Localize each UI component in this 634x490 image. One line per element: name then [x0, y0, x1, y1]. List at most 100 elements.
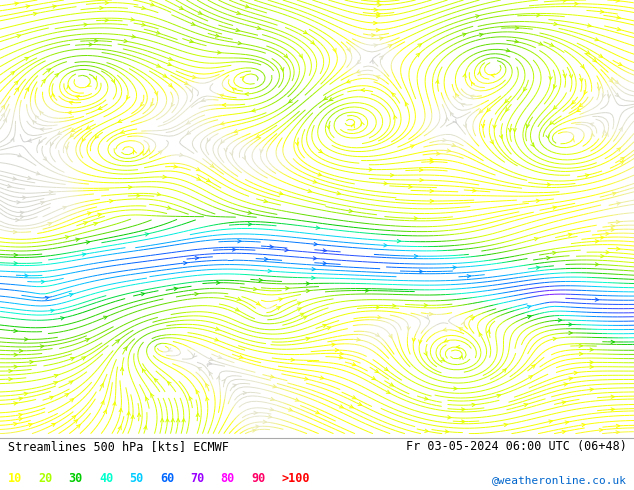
FancyArrowPatch shape	[138, 413, 141, 416]
FancyArrowPatch shape	[131, 415, 134, 418]
FancyArrowPatch shape	[454, 387, 457, 390]
FancyArrowPatch shape	[311, 41, 314, 44]
FancyArrowPatch shape	[271, 397, 274, 400]
FancyArrowPatch shape	[195, 293, 198, 295]
FancyArrowPatch shape	[141, 23, 145, 26]
FancyArrowPatch shape	[198, 11, 202, 14]
FancyArrowPatch shape	[17, 200, 20, 204]
FancyArrowPatch shape	[448, 416, 451, 419]
FancyArrowPatch shape	[595, 298, 598, 301]
FancyArrowPatch shape	[603, 130, 606, 133]
FancyArrowPatch shape	[352, 363, 356, 366]
FancyArrowPatch shape	[616, 424, 619, 428]
FancyArrowPatch shape	[120, 368, 124, 371]
FancyArrowPatch shape	[370, 60, 373, 64]
FancyArrowPatch shape	[391, 173, 394, 177]
FancyArrowPatch shape	[392, 304, 396, 307]
FancyArrowPatch shape	[506, 49, 510, 52]
FancyArrowPatch shape	[239, 355, 243, 358]
FancyArrowPatch shape	[444, 339, 448, 342]
FancyArrowPatch shape	[252, 109, 256, 112]
FancyArrowPatch shape	[68, 111, 72, 114]
FancyArrowPatch shape	[358, 402, 362, 405]
FancyArrowPatch shape	[398, 240, 401, 243]
FancyArrowPatch shape	[316, 411, 320, 414]
FancyArrowPatch shape	[617, 202, 620, 205]
FancyArrowPatch shape	[565, 421, 569, 424]
FancyArrowPatch shape	[42, 79, 45, 83]
FancyArrowPatch shape	[505, 99, 508, 103]
FancyArrowPatch shape	[119, 409, 122, 412]
FancyArrowPatch shape	[590, 361, 593, 364]
FancyArrowPatch shape	[163, 74, 167, 77]
FancyArrowPatch shape	[574, 371, 578, 374]
FancyArrowPatch shape	[163, 175, 166, 178]
FancyArrowPatch shape	[19, 397, 22, 400]
FancyArrowPatch shape	[446, 118, 449, 121]
FancyArrowPatch shape	[467, 274, 470, 278]
FancyArrowPatch shape	[14, 365, 17, 368]
FancyArrowPatch shape	[87, 83, 91, 86]
FancyArrowPatch shape	[18, 414, 22, 416]
FancyArrowPatch shape	[463, 124, 467, 127]
FancyArrowPatch shape	[236, 28, 240, 32]
FancyArrowPatch shape	[14, 353, 17, 356]
FancyArrowPatch shape	[500, 135, 503, 138]
FancyArrowPatch shape	[105, 19, 108, 22]
FancyArrowPatch shape	[577, 108, 580, 112]
FancyArrowPatch shape	[207, 138, 210, 142]
FancyArrowPatch shape	[160, 418, 164, 422]
FancyArrowPatch shape	[304, 377, 308, 380]
FancyArrowPatch shape	[233, 384, 236, 387]
FancyArrowPatch shape	[281, 68, 284, 71]
Text: 50: 50	[129, 472, 143, 486]
FancyArrowPatch shape	[579, 103, 583, 107]
FancyArrowPatch shape	[209, 357, 213, 361]
FancyArrowPatch shape	[140, 151, 143, 155]
FancyArrowPatch shape	[176, 418, 180, 422]
FancyArrowPatch shape	[40, 345, 44, 348]
FancyArrowPatch shape	[459, 328, 463, 331]
FancyArrowPatch shape	[472, 403, 476, 407]
FancyArrowPatch shape	[452, 144, 455, 147]
FancyArrowPatch shape	[216, 327, 219, 330]
FancyArrowPatch shape	[58, 131, 61, 135]
FancyArrowPatch shape	[616, 431, 619, 434]
FancyArrowPatch shape	[18, 154, 22, 157]
FancyArrowPatch shape	[547, 183, 551, 186]
FancyArrowPatch shape	[376, 306, 380, 309]
FancyArrowPatch shape	[373, 22, 377, 24]
FancyArrowPatch shape	[11, 72, 15, 75]
FancyArrowPatch shape	[571, 138, 574, 142]
FancyArrowPatch shape	[425, 429, 428, 433]
FancyArrowPatch shape	[249, 222, 252, 226]
FancyArrowPatch shape	[166, 418, 169, 422]
FancyArrowPatch shape	[279, 298, 282, 301]
FancyArrowPatch shape	[616, 247, 620, 250]
FancyArrowPatch shape	[615, 93, 619, 97]
FancyArrowPatch shape	[69, 381, 73, 384]
FancyArrowPatch shape	[25, 57, 29, 60]
FancyArrowPatch shape	[429, 312, 433, 316]
FancyArrowPatch shape	[361, 122, 364, 126]
FancyArrowPatch shape	[197, 177, 200, 180]
FancyArrowPatch shape	[69, 101, 73, 104]
FancyArrowPatch shape	[572, 100, 576, 104]
FancyArrowPatch shape	[463, 74, 466, 77]
FancyArrowPatch shape	[384, 182, 387, 185]
FancyArrowPatch shape	[347, 80, 351, 83]
FancyArrowPatch shape	[51, 309, 54, 312]
FancyArrowPatch shape	[361, 88, 365, 92]
FancyArrowPatch shape	[563, 0, 567, 2]
FancyArrowPatch shape	[34, 12, 37, 16]
FancyArrowPatch shape	[23, 196, 26, 199]
FancyArrowPatch shape	[141, 102, 144, 106]
FancyArrowPatch shape	[69, 294, 73, 296]
FancyArrowPatch shape	[316, 226, 320, 229]
FancyArrowPatch shape	[93, 76, 96, 80]
FancyArrowPatch shape	[189, 396, 192, 400]
Text: >100: >100	[281, 472, 310, 486]
FancyArrowPatch shape	[351, 124, 354, 128]
FancyArrowPatch shape	[611, 395, 614, 398]
FancyArrowPatch shape	[621, 157, 624, 161]
